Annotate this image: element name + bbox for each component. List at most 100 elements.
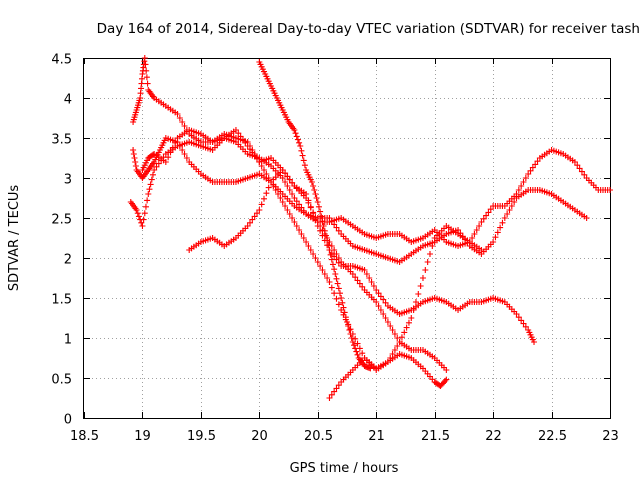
data-point — [384, 319, 391, 325]
data-point — [497, 224, 504, 231]
data-point — [310, 209, 317, 216]
data-point — [382, 315, 389, 321]
y-tick-label: 2 — [64, 253, 72, 268]
data-point — [525, 171, 532, 177]
data-point — [138, 219, 145, 226]
x-tick-label: 22.5 — [538, 429, 567, 444]
data-point — [331, 388, 338, 395]
data-point — [339, 299, 346, 306]
data-point — [142, 203, 149, 210]
data-point — [408, 315, 415, 321]
data-point — [167, 149, 174, 156]
data-point — [515, 187, 522, 193]
data-point — [181, 123, 188, 129]
data-point — [147, 181, 154, 188]
data-point — [335, 301, 342, 308]
y-axis-label: SDTVAR / TECUs — [7, 185, 22, 292]
data-point — [291, 195, 298, 201]
data-point — [141, 55, 148, 61]
data-points — [127, 55, 613, 401]
data-point — [518, 317, 525, 324]
data-point — [141, 210, 148, 217]
data-point — [326, 247, 333, 253]
data-point — [389, 351, 396, 357]
data-point — [172, 139, 179, 146]
data-point — [132, 163, 139, 169]
data-point — [317, 208, 324, 215]
data-point — [134, 210, 141, 217]
series-track-f — [256, 59, 374, 372]
data-point — [476, 223, 483, 229]
data-point — [284, 183, 291, 189]
y-tick-label: 3 — [64, 173, 72, 188]
x-tick-label: 23 — [602, 429, 619, 444]
data-point — [341, 309, 348, 316]
data-point — [324, 237, 331, 244]
data-point — [342, 314, 349, 321]
data-point — [296, 139, 303, 146]
data-point — [282, 179, 289, 185]
series-track-e — [186, 167, 450, 373]
data-point — [387, 323, 394, 329]
data-point — [349, 271, 356, 277]
data-point — [174, 111, 181, 117]
data-point — [284, 207, 291, 213]
data-point — [293, 198, 300, 205]
data-point — [492, 234, 499, 241]
data-point — [405, 319, 412, 326]
data-point — [176, 115, 183, 121]
data-point — [471, 231, 478, 237]
data-point — [293, 133, 300, 140]
data-point — [251, 151, 258, 157]
data-point — [394, 343, 401, 349]
data-point — [426, 251, 433, 257]
data-point — [321, 227, 328, 234]
data-point — [314, 199, 321, 205]
data-point — [518, 183, 525, 189]
data-point — [307, 204, 314, 211]
data-point — [391, 347, 398, 353]
data-point — [291, 127, 298, 133]
data-point — [282, 203, 289, 209]
data-point — [298, 231, 305, 237]
data-point — [382, 299, 389, 306]
data-point — [165, 154, 172, 161]
data-point — [515, 314, 522, 321]
data-point — [279, 167, 286, 173]
data-point — [179, 119, 186, 125]
data-point — [522, 175, 529, 181]
data-point — [520, 179, 527, 185]
data-point — [469, 235, 476, 241]
data-point — [253, 155, 260, 161]
data-point — [297, 143, 304, 149]
data-point — [179, 147, 186, 153]
data-point — [478, 247, 485, 253]
data-point — [300, 235, 307, 241]
data-point — [325, 242, 332, 249]
data-point — [367, 365, 374, 372]
data-point — [574, 162, 581, 169]
y-tick-label: 0.5 — [51, 373, 72, 388]
data-point — [384, 359, 391, 365]
data-point — [263, 171, 270, 177]
data-point — [332, 271, 339, 277]
data-point — [289, 215, 296, 221]
data-point — [301, 162, 308, 169]
data-point — [377, 307, 384, 313]
x-tick-label: 21.5 — [421, 429, 450, 444]
data-point — [133, 207, 140, 213]
data-point — [424, 259, 431, 265]
x-tick-label: 21 — [368, 429, 385, 444]
data-point — [527, 167, 534, 174]
data-point — [284, 173, 291, 180]
data-point — [130, 147, 137, 153]
data-point — [293, 223, 300, 229]
data-point — [349, 339, 356, 345]
data-point — [153, 163, 160, 170]
data-point — [140, 216, 147, 223]
data-point — [149, 171, 156, 178]
data-point — [139, 223, 146, 229]
data-point — [344, 319, 350, 325]
data-point — [291, 219, 298, 225]
